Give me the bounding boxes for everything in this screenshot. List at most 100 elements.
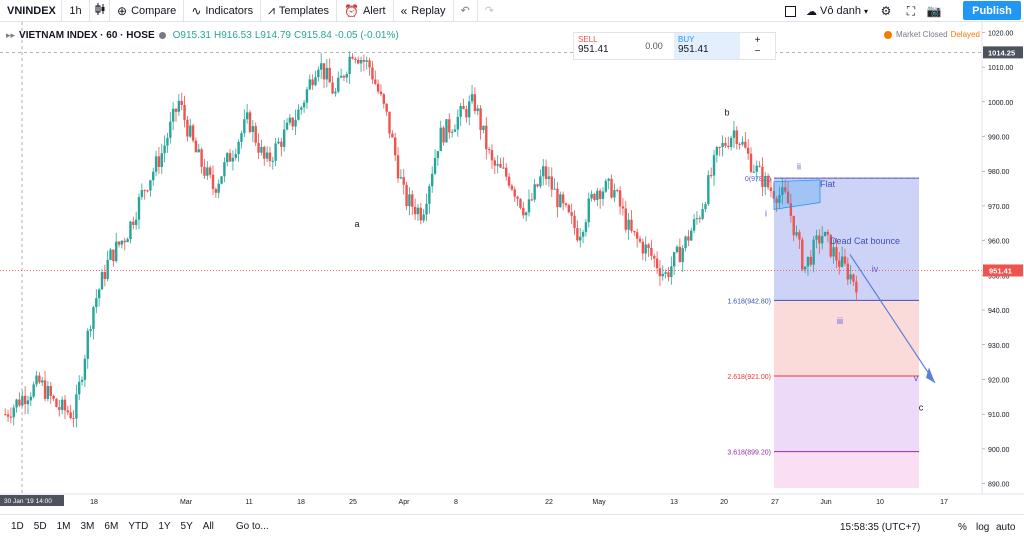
minus-icon[interactable]: −	[754, 46, 761, 57]
candle-body	[166, 137, 169, 146]
range-button-5y[interactable]: 5Y	[180, 521, 193, 532]
sell-button[interactable]: SELL 951.41	[574, 33, 634, 59]
candle-body	[78, 381, 81, 395]
candle-body	[647, 244, 650, 248]
candle-body	[553, 188, 556, 190]
candle-body	[271, 160, 274, 162]
candle-body	[502, 167, 505, 169]
indicators-button[interactable]: ∿ Indicators	[184, 0, 262, 22]
candle-body	[399, 177, 403, 179]
log-toggle[interactable]: log	[976, 521, 990, 533]
candle-body	[564, 203, 568, 206]
candle-body	[405, 184, 408, 207]
candle-body	[422, 214, 425, 221]
quantity-stepper[interactable]: + −	[740, 33, 775, 59]
symbol-search-button[interactable]: VNINDEX	[0, 0, 62, 22]
price-tick-label: 950.00	[988, 273, 1010, 280]
range-button-ytd[interactable]: YTD	[128, 521, 149, 532]
clock-time[interactable]: 15:58:35 (UTC+7)	[840, 521, 921, 533]
publish-label: Publish	[972, 4, 1012, 17]
candle-body	[616, 190, 619, 192]
candle-body	[245, 112, 249, 120]
undo-button[interactable]: ↶	[454, 0, 478, 22]
candle-body	[781, 187, 784, 196]
candle-body	[376, 83, 380, 92]
candle-body	[302, 102, 306, 108]
candle-body	[177, 100, 181, 112]
candle-body	[95, 298, 98, 308]
chart-type-button[interactable]	[90, 0, 110, 22]
layout-name-button[interactable]: ☁ Vô danh ▾	[806, 0, 868, 22]
candle-body	[684, 236, 687, 249]
plus-icon[interactable]: +	[754, 35, 761, 46]
candle-body	[695, 218, 699, 220]
candle-body	[826, 231, 830, 235]
candle-body	[123, 240, 126, 243]
candle-body	[402, 177, 405, 185]
candle-body	[348, 56, 351, 75]
candle-body	[644, 244, 647, 254]
buy-button[interactable]: BUY 951.41	[674, 33, 740, 59]
candle-body	[690, 230, 693, 241]
legend-collapse-icon[interactable]: ▸▸	[6, 30, 16, 40]
price-tick-label: 980.00	[988, 169, 1010, 176]
price-tick-label: 990.00	[988, 135, 1010, 142]
candle-body	[331, 82, 334, 94]
replay-button[interactable]: « Replay	[394, 0, 454, 22]
candle-body	[137, 197, 141, 220]
range-button-6m[interactable]: 6M	[104, 521, 119, 532]
candle-body	[627, 219, 630, 230]
time-tick-label: 27	[771, 499, 779, 506]
templates-button[interactable]: ⩘ Templates	[261, 0, 337, 22]
candle-body	[468, 101, 471, 118]
buy-label: BUY	[678, 35, 695, 44]
settings-button[interactable]: ⚙	[876, 0, 896, 22]
candle-body	[362, 60, 366, 62]
candlestick-series	[4, 51, 858, 428]
candle-body	[206, 167, 209, 176]
goto-button[interactable]: Go to...	[235, 521, 269, 532]
candle-body	[214, 189, 218, 193]
wave-label-v: v	[914, 373, 919, 383]
candle-body	[721, 142, 724, 148]
candle-body	[132, 221, 135, 225]
candle-body	[598, 190, 602, 199]
alert-button[interactable]: ⏰ Alert	[337, 0, 394, 22]
candle-body	[300, 107, 303, 110]
candle-body	[157, 156, 161, 168]
candle-body	[171, 108, 175, 122]
auto-toggle[interactable]: auto	[996, 521, 1016, 533]
time-tick-label: 22	[545, 499, 553, 506]
range-button-1m[interactable]: 1M	[56, 521, 71, 532]
candle-body	[277, 141, 280, 144]
candle-body	[590, 193, 593, 199]
publish-button[interactable]: Publish	[963, 1, 1021, 20]
candle-body	[379, 91, 383, 95]
price-chart[interactable]: 0(978.0) 1.618(942.80) 2.618(921.00) 3.618(…	[0, 22, 1024, 514]
compare-button[interactable]: ⊕ Compare	[110, 0, 185, 22]
candle-body	[345, 74, 348, 78]
range-button-1d[interactable]: 1D	[11, 521, 24, 532]
candle-body	[41, 380, 44, 383]
redo-button[interactable]: ↷	[478, 0, 501, 22]
candle-body	[681, 248, 684, 263]
candle-body	[741, 141, 744, 145]
candle-body	[448, 119, 451, 133]
interval-button[interactable]: 1h	[62, 0, 90, 22]
candle-body	[328, 67, 331, 83]
snapshot-button[interactable]: 📷	[924, 0, 944, 22]
layout-square-button[interactable]	[782, 0, 798, 22]
range-button-3m[interactable]: 3M	[80, 521, 95, 532]
projection-arrow	[849, 254, 936, 384]
range-button-1y[interactable]: 1Y	[158, 521, 171, 532]
range-button-all[interactable]: All	[202, 521, 214, 532]
candle-body	[183, 104, 186, 120]
candle-body	[234, 154, 237, 158]
range-button-5d[interactable]: 5D	[33, 521, 47, 532]
candle-body	[527, 199, 531, 213]
candle-body	[453, 129, 457, 132]
fullscreen-button[interactable]: ⛶	[901, 0, 921, 22]
percent-toggle[interactable]: %	[958, 521, 967, 533]
